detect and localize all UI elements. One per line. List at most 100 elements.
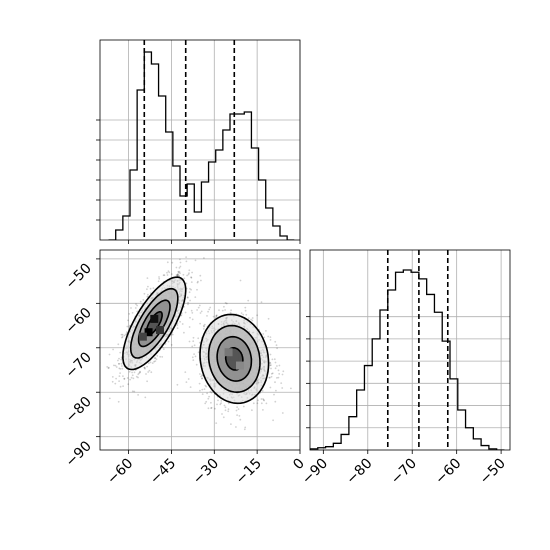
scatter-point xyxy=(190,309,193,312)
scatter-point xyxy=(176,324,179,326)
x-tick-label-2: −30 xyxy=(190,456,222,488)
scatter-point xyxy=(260,301,263,303)
scatter-point xyxy=(142,299,145,301)
scatter-point xyxy=(201,393,204,395)
scatter-point xyxy=(131,374,134,377)
scatter-point xyxy=(155,358,158,361)
scatter-point xyxy=(171,261,174,264)
scatter-point xyxy=(275,389,277,392)
scatter-point xyxy=(281,373,284,376)
scatter-point xyxy=(229,311,232,314)
scatter-point xyxy=(167,270,170,272)
density-peak-bin-2 xyxy=(156,326,164,334)
scatter-point xyxy=(236,414,239,416)
scatter-point xyxy=(118,380,120,382)
scatter-point xyxy=(123,334,126,337)
scatter-point xyxy=(117,359,119,362)
density-peak-bin-4 xyxy=(230,352,239,361)
scatter-point xyxy=(125,331,128,333)
scatter-point xyxy=(193,353,196,355)
scatter-point xyxy=(215,422,218,424)
scatter-point xyxy=(115,366,118,368)
scatter-point xyxy=(201,374,203,377)
scatter-point xyxy=(244,309,247,312)
scatter-point xyxy=(238,415,241,417)
scatter-point xyxy=(190,288,193,291)
scatter-point xyxy=(111,380,114,383)
scatter-point xyxy=(136,310,139,313)
y-tick-label-4: −90 xyxy=(63,438,95,470)
scatter-point xyxy=(146,365,149,368)
density-contours xyxy=(122,276,270,405)
scatter-point xyxy=(188,272,190,274)
scatter-point xyxy=(277,376,280,379)
scatter-point xyxy=(265,330,267,332)
scatter-point xyxy=(121,335,124,338)
scatter-point xyxy=(186,296,189,298)
scatter-point xyxy=(161,356,164,358)
scatter-point xyxy=(185,282,188,285)
scatter-point xyxy=(262,333,265,335)
scatter-point xyxy=(198,341,201,344)
scatter-point xyxy=(170,273,173,275)
scatter-point xyxy=(129,378,132,381)
scatter-point xyxy=(209,390,212,393)
scatter-point xyxy=(251,317,254,319)
scatter-point xyxy=(185,256,188,258)
scatter-point xyxy=(240,312,243,314)
scatter-point xyxy=(230,423,232,425)
y-tick-label-2: −70 xyxy=(63,349,95,381)
scatter-point xyxy=(137,376,139,379)
scatter-point xyxy=(205,400,208,403)
scatter-point xyxy=(191,345,194,348)
scatter-point xyxy=(207,407,210,410)
scatter-point xyxy=(125,333,127,336)
scatter-point xyxy=(224,302,227,304)
scatter-point xyxy=(147,293,149,296)
scatter-point xyxy=(210,407,213,409)
scatter-point xyxy=(224,409,227,412)
scatter-point xyxy=(143,366,146,369)
scatter-point xyxy=(131,312,134,314)
scatter-point xyxy=(210,391,213,394)
scatter-point xyxy=(152,287,155,289)
scatter-point xyxy=(189,316,191,319)
scatter-point xyxy=(185,260,188,263)
scatter-point xyxy=(162,348,165,350)
histogram-panel-param-2: −90 −80 −70 −60 −50 xyxy=(299,249,511,488)
scatter-point xyxy=(252,402,255,405)
scatter-point xyxy=(112,348,114,351)
scatter-point xyxy=(236,406,239,408)
scatter-point xyxy=(260,398,263,400)
scatter-point xyxy=(146,277,149,279)
scatter-point xyxy=(117,343,120,346)
scatter-point xyxy=(147,371,150,373)
scatter-point xyxy=(188,340,191,343)
x-tick-label-1: −80 xyxy=(343,456,375,488)
scatter-point xyxy=(191,312,194,314)
scatter-point xyxy=(270,364,272,366)
scatter-point xyxy=(163,274,166,277)
scatter-point xyxy=(118,362,120,365)
scatter-point xyxy=(274,361,277,364)
scatter-point xyxy=(197,280,199,283)
scatter-point xyxy=(126,325,129,328)
scatter-point xyxy=(196,288,198,291)
scatter-point xyxy=(177,273,179,276)
scatter-point xyxy=(261,390,264,392)
scatter-point xyxy=(190,276,193,279)
scatter-point xyxy=(218,309,220,311)
scatter-point xyxy=(147,285,149,288)
scatter-point xyxy=(274,367,277,370)
scatter-point xyxy=(118,363,120,365)
scatter-point xyxy=(137,373,140,376)
scatter-point xyxy=(195,363,198,366)
scatter-point xyxy=(118,357,120,360)
scatter-point xyxy=(162,274,165,277)
scatter-point xyxy=(204,402,207,405)
scatter-point xyxy=(177,270,180,273)
scatter-point xyxy=(153,360,156,363)
scatter-point xyxy=(220,402,223,404)
scatter-point xyxy=(196,281,199,284)
